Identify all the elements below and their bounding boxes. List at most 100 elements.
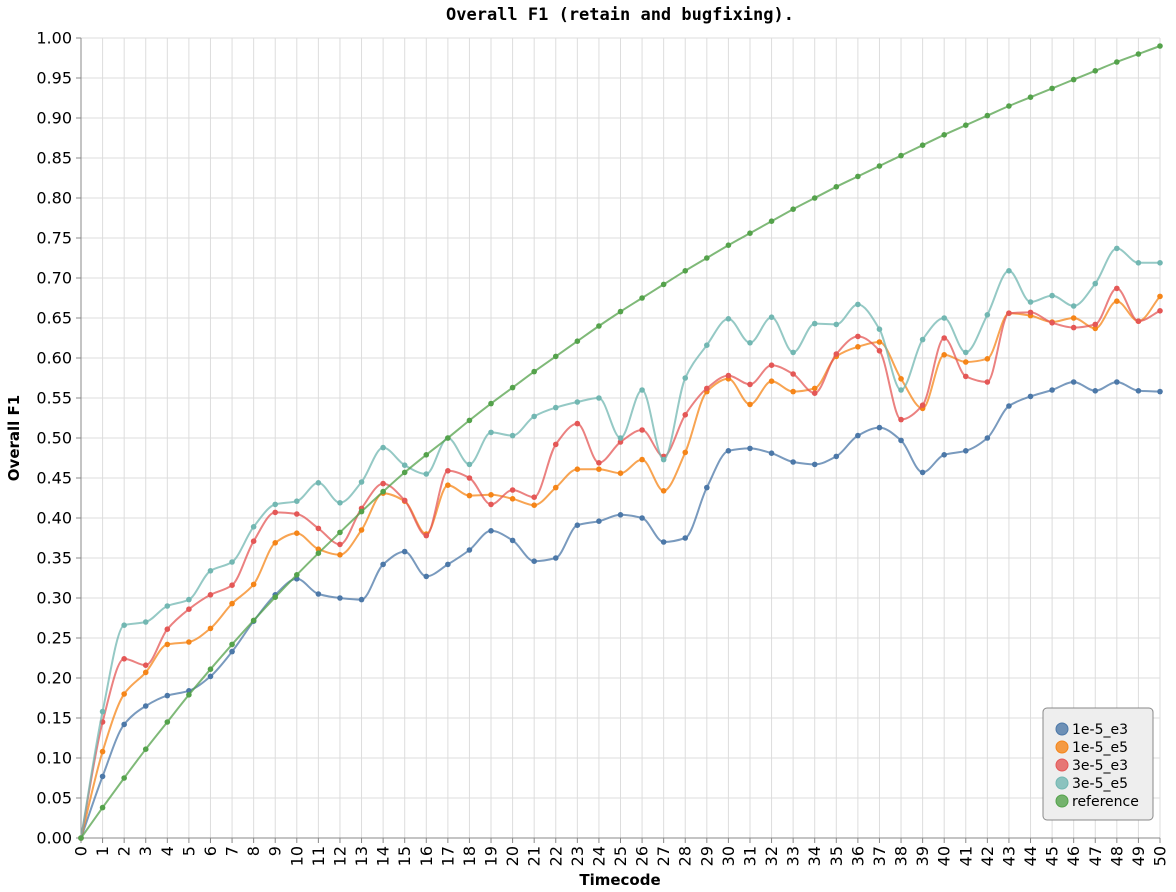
x-tick-label: 31 xyxy=(740,846,759,866)
data-point xyxy=(1049,85,1055,92)
x-tick-label: 23 xyxy=(568,846,587,866)
x-tick-label: 10 xyxy=(287,846,306,866)
y-tick-label: 0.85 xyxy=(36,149,72,168)
data-point xyxy=(941,335,947,341)
data-point xyxy=(1114,379,1120,385)
data-point xyxy=(1157,308,1163,314)
data-point xyxy=(466,461,473,468)
data-point xyxy=(1049,320,1055,326)
data-point xyxy=(78,835,84,841)
data-point xyxy=(919,336,926,343)
x-tick-label: 0 xyxy=(72,846,91,856)
x-tick-label: 4 xyxy=(158,846,177,856)
data-point xyxy=(1092,325,1099,332)
data-point xyxy=(617,435,624,441)
data-point xyxy=(250,581,257,588)
x-tick-label: 35 xyxy=(827,846,846,866)
data-point xyxy=(1135,388,1142,394)
data-point xyxy=(142,703,149,709)
data-point xyxy=(1027,393,1034,400)
data-point xyxy=(401,462,408,469)
data-point xyxy=(747,381,753,388)
data-point xyxy=(747,340,753,346)
data-point xyxy=(207,592,214,598)
data-point xyxy=(552,353,559,360)
data-point xyxy=(660,456,667,463)
data-point xyxy=(768,218,775,224)
data-point xyxy=(1006,268,1012,274)
x-tick-label: 45 xyxy=(1043,846,1062,866)
data-point xyxy=(660,539,667,545)
x-tick-label: 17 xyxy=(438,846,457,866)
data-point xyxy=(1157,293,1163,300)
data-point xyxy=(552,404,559,411)
data-point xyxy=(99,708,106,715)
data-point xyxy=(768,450,775,457)
data-point xyxy=(294,511,300,517)
data-point xyxy=(574,466,581,473)
data-point xyxy=(596,323,602,329)
y-tick-label: 0.05 xyxy=(36,789,72,808)
x-tick-label: 34 xyxy=(805,846,824,866)
data-point xyxy=(639,456,645,463)
x-tick-label: 48 xyxy=(1107,846,1126,866)
x-tick-label: 6 xyxy=(201,846,220,856)
data-point xyxy=(1027,309,1034,316)
data-point xyxy=(164,692,171,699)
data-point xyxy=(121,775,127,781)
data-point xyxy=(962,349,969,356)
legend-item-3e-5_e3: 3e-5_e3 xyxy=(1055,758,1128,774)
data-point xyxy=(552,484,559,491)
data-point xyxy=(423,452,430,458)
data-point xyxy=(704,385,710,392)
data-point xyxy=(466,475,473,481)
y-tick-label: 0.80 xyxy=(36,189,72,208)
data-point xyxy=(682,268,689,274)
data-point xyxy=(250,524,257,530)
data-point xyxy=(466,547,473,553)
data-point xyxy=(1114,298,1120,305)
legend-label: 1e-5_e5 xyxy=(1072,740,1128,756)
data-point xyxy=(898,437,904,444)
data-point xyxy=(574,338,581,345)
data-point xyxy=(509,432,516,439)
data-point xyxy=(531,502,537,509)
data-point xyxy=(941,452,947,458)
x-tick-label: 33 xyxy=(784,846,803,866)
x-tick-label: 46 xyxy=(1064,846,1083,866)
x-tick-label: 14 xyxy=(374,846,393,866)
data-point xyxy=(1006,310,1012,317)
data-point xyxy=(747,401,753,408)
x-tick-label: 3 xyxy=(136,846,155,856)
x-tick-label: 12 xyxy=(330,846,349,866)
data-point xyxy=(121,656,127,662)
data-point xyxy=(207,568,214,574)
data-point xyxy=(142,662,149,668)
data-point xyxy=(423,471,430,477)
data-point xyxy=(962,448,969,454)
data-point xyxy=(941,315,947,321)
data-point xyxy=(509,537,516,544)
data-point xyxy=(704,255,710,261)
data-point xyxy=(574,399,581,405)
data-point xyxy=(380,480,386,487)
data-point xyxy=(488,492,494,498)
x-tick-label: 25 xyxy=(611,846,630,866)
data-point xyxy=(1006,403,1012,409)
data-point xyxy=(315,550,322,556)
data-point xyxy=(984,112,991,119)
y-tick-label: 0.15 xyxy=(36,709,72,728)
data-point xyxy=(725,372,732,379)
data-point xyxy=(121,721,127,728)
data-point xyxy=(358,508,365,515)
y-tick-label: 0.90 xyxy=(36,109,72,128)
data-point xyxy=(1092,388,1099,394)
data-point xyxy=(768,378,775,385)
data-point xyxy=(747,230,753,236)
x-tick-label: 1 xyxy=(93,846,112,856)
data-point xyxy=(272,509,279,516)
data-point xyxy=(639,427,645,433)
data-point xyxy=(1049,387,1055,393)
data-point xyxy=(876,339,883,345)
data-point xyxy=(1092,68,1099,74)
